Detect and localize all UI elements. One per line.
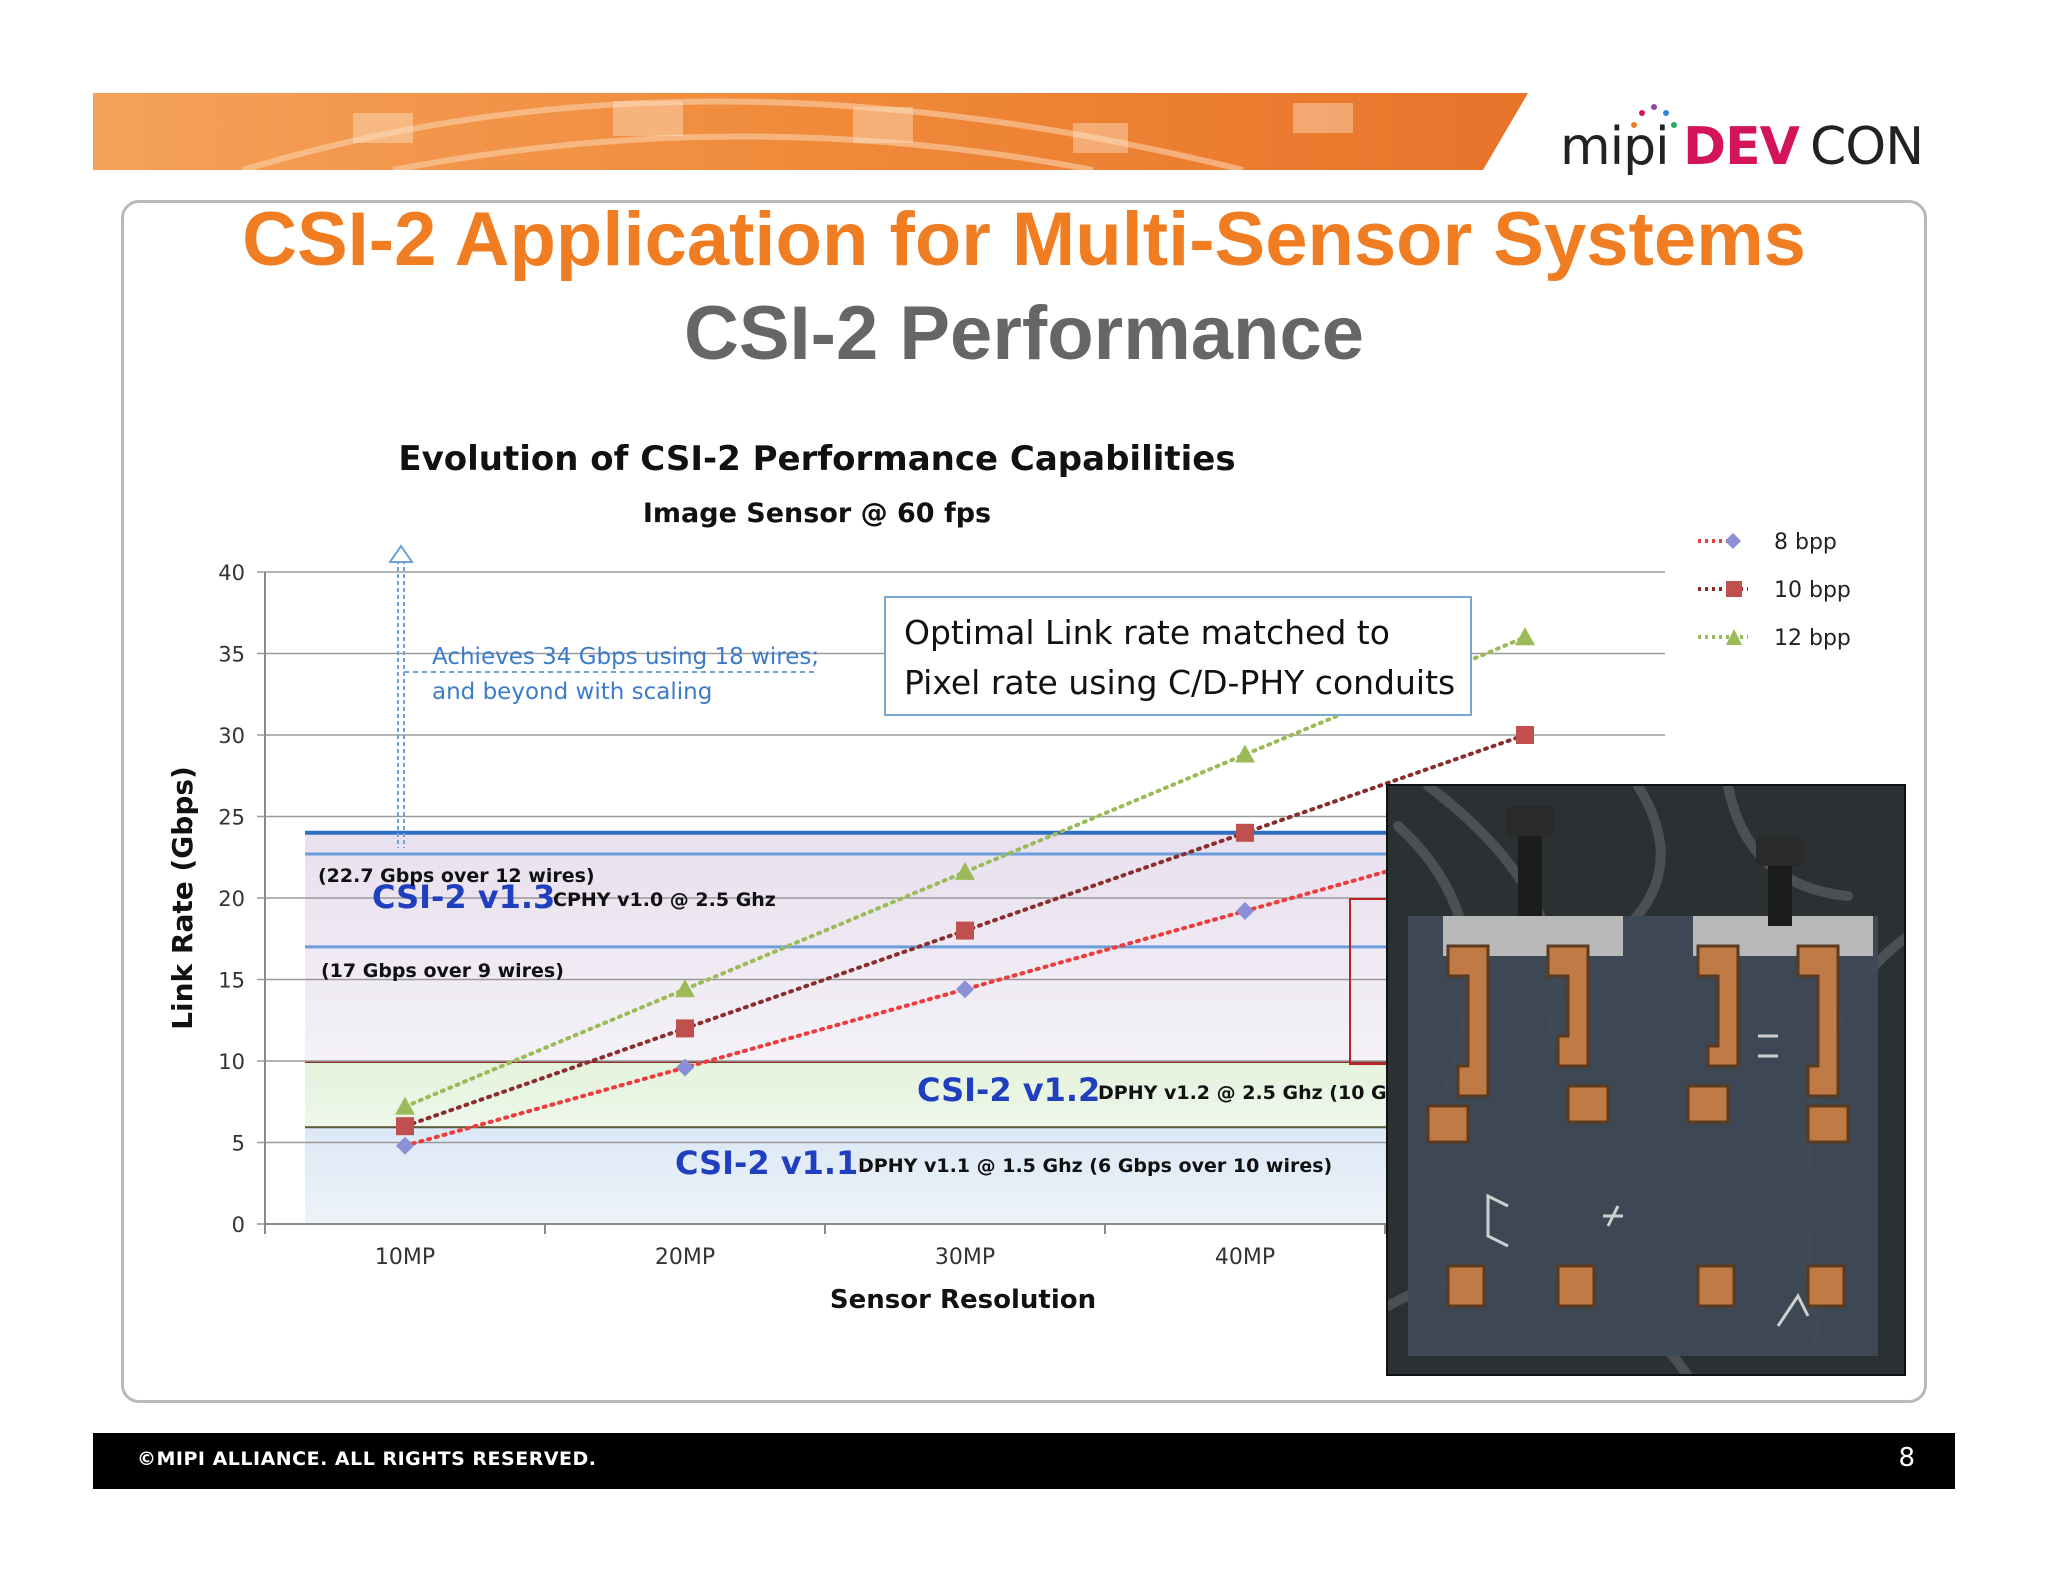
legend-marker-8bpp xyxy=(1725,533,1741,549)
slide-subtitle: CSI-2 Performance xyxy=(683,291,1365,376)
callout-box xyxy=(884,596,1472,716)
point-8bpp xyxy=(676,1058,694,1077)
legend: 8 bpp 10 bpp 12 bpp xyxy=(1698,530,1851,651)
y-tick-label: 25 xyxy=(218,806,245,830)
logo-dev: DEV xyxy=(1683,117,1800,177)
point-10bpp xyxy=(1516,726,1534,744)
arrow-note-line1: Achieves 34 Gbps using 18 wires; xyxy=(432,644,819,670)
band-note-v11: DPHY v1.1 @ 1.5 Ghz (6 Gbps over 10 wire… xyxy=(858,1155,1332,1177)
band-label-v11: CSI-2 v1.1 xyxy=(675,1144,858,1182)
band-label-v12: CSI-2 v1.2 xyxy=(917,1071,1100,1109)
point-12bpp xyxy=(675,979,695,998)
footer-bar: ©MIPI ALLIANCE. ALL RIGHTS RESERVED. 8 xyxy=(93,1433,1955,1489)
y-tick-label: 15 xyxy=(218,969,245,993)
x-tick-label: 30MP xyxy=(935,1245,995,1270)
point-8bpp xyxy=(956,980,974,999)
point-8bpp xyxy=(1236,902,1254,921)
point-10bpp xyxy=(1236,823,1254,842)
y-axis-label: Link Rate (Gbps) xyxy=(166,766,199,1030)
y-tick-label: 35 xyxy=(218,643,245,667)
page-number: 8 xyxy=(1898,1443,1915,1473)
point-10bpp xyxy=(956,921,974,940)
switch-panel-photo xyxy=(1386,784,1906,1376)
point-12bpp xyxy=(395,1096,415,1115)
logo-dots-icon xyxy=(1631,104,1677,128)
series-line-0 xyxy=(403,830,1527,1148)
legend-label-12bpp: 12 bpp xyxy=(1774,626,1851,651)
logo-con: CON xyxy=(1810,117,1924,177)
callout-line2: Pixel rate using C/D-PHY conduits xyxy=(904,663,1455,702)
point-12bpp xyxy=(1515,627,1535,646)
band-line-label-1: (22.7 Gbps over 12 wires) xyxy=(318,865,595,887)
copyright-text: ©MIPI ALLIANCE. ALL RIGHTS RESERVED. xyxy=(137,1448,597,1470)
header-banner xyxy=(93,93,1528,170)
legend-label-8bpp: 8 bpp xyxy=(1774,530,1837,555)
point-12bpp xyxy=(955,861,975,880)
y-tick-label: 0 xyxy=(232,1213,245,1237)
chart-subtitle: Image Sensor @ 60 fps xyxy=(643,498,991,529)
x-tick-label: 40MP xyxy=(1215,1245,1275,1270)
x-tick-label: 10MP xyxy=(375,1245,435,1270)
band-note-v13: CPHY v1.0 @ 2.5 Ghz xyxy=(553,889,776,911)
band-label-v13: CSI-2 v1.3 xyxy=(372,878,555,916)
slide-title: CSI-2 Application for Multi-Sensor Syste… xyxy=(242,197,1806,282)
x-axis-label: Sensor Resolution xyxy=(830,1285,1096,1315)
scaling-arrow xyxy=(388,544,814,848)
legend-marker-12bpp xyxy=(1726,629,1742,645)
y-tick-label: 20 xyxy=(218,887,245,911)
x-tick-label: 20MP xyxy=(655,1245,715,1270)
point-10bpp xyxy=(396,1117,414,1136)
legend-label-10bpp: 10 bpp xyxy=(1774,578,1851,603)
y-tick-label: 40 xyxy=(218,561,245,585)
chart-title: Evolution of CSI-2 Performance Capabilit… xyxy=(398,439,1235,479)
arrow-note-line2: and beyond with scaling xyxy=(432,679,712,705)
point-12bpp xyxy=(1235,744,1255,763)
point-10bpp xyxy=(676,1019,694,1038)
band-line-label-2: (17 Gbps over 9 wires) xyxy=(321,960,564,982)
point-8bpp xyxy=(396,1136,414,1155)
y-tick-label: 5 xyxy=(232,1132,245,1156)
y-tick-label: 10 xyxy=(218,1050,245,1074)
legend-marker-10bpp xyxy=(1726,581,1742,597)
band-note-v12: DPHY v1.2 @ 2.5 Ghz (10 Gbps xyxy=(1098,1082,1425,1104)
mipi-devcon-logo: mipi DEV CON xyxy=(1560,103,1924,183)
logo-mipi: mipi xyxy=(1560,117,1670,177)
y-tick-label: 30 xyxy=(218,724,245,748)
callout-line1: Optimal Link rate matched to xyxy=(904,613,1390,652)
